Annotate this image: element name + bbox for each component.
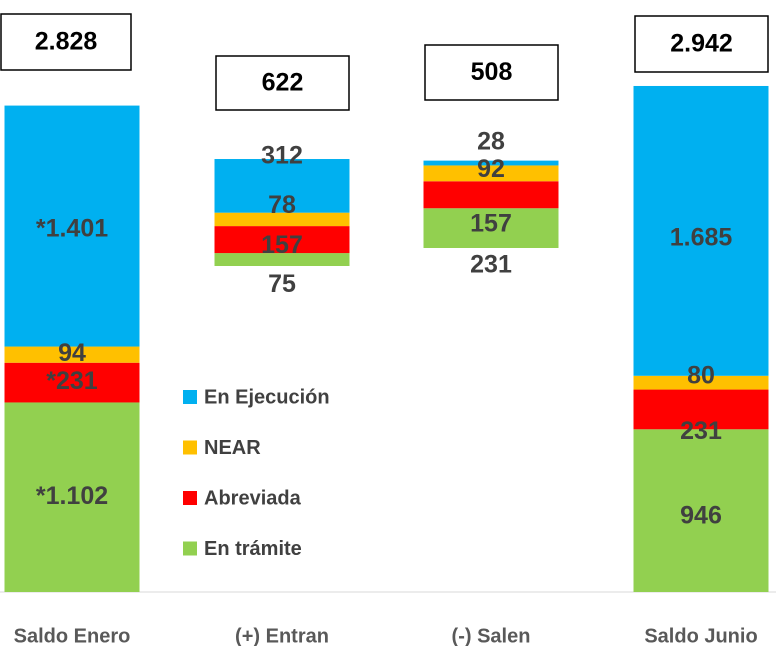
bar-segment: [4, 402, 140, 592]
segment-label: 231: [470, 251, 512, 279]
bar-segment: [4, 362, 140, 403]
bar-segment: [214, 212, 350, 227]
total-box: [215, 55, 350, 111]
segment-label: 946: [680, 501, 722, 529]
bar-segment: [423, 208, 559, 248]
legend-swatch: [183, 390, 197, 404]
bar-segment: [423, 181, 559, 209]
total-label: 508: [471, 58, 513, 86]
legend-swatch: [183, 491, 197, 505]
bar-segment: [423, 160, 559, 166]
total-box: [0, 13, 132, 71]
total-label: 2.942: [670, 30, 733, 58]
segment-label: 92: [477, 155, 505, 183]
segment-label: 94: [58, 339, 86, 367]
category-label: (-) Salen: [452, 625, 531, 646]
category-label: Saldo Junio: [644, 625, 757, 646]
legend-swatch: [183, 541, 197, 556]
bar-segment: [214, 159, 350, 213]
total-box: [424, 44, 559, 101]
segment-label: 78: [268, 191, 296, 219]
category-label: Saldo Enero: [14, 625, 131, 646]
total-box: [634, 15, 769, 73]
legend-label: En Ejecución: [204, 386, 330, 408]
total-label: 2.828: [35, 28, 98, 56]
segment-label: 1.685: [670, 223, 733, 251]
bar-segment: [633, 85, 769, 376]
segment-label: 80: [687, 361, 715, 389]
segment-label: 28: [477, 128, 505, 156]
segment-label: 157: [261, 231, 303, 259]
bar-segment: [633, 429, 769, 592]
legend-label: Abreviada: [204, 487, 302, 509]
total-label: 622: [262, 69, 304, 97]
bar-segment: [423, 165, 559, 182]
segment-label: 157: [470, 209, 512, 237]
bar-segment: [214, 226, 350, 254]
legend-label: En trámite: [204, 538, 302, 560]
segment-label: *1.102: [36, 482, 108, 510]
category-label: (+) Entran: [235, 625, 329, 646]
bar-segment: [214, 253, 350, 266]
segment-label: 231: [680, 417, 722, 445]
bar-segment: [633, 375, 769, 390]
legend-swatch: [183, 440, 197, 455]
bar-segment: [633, 389, 769, 430]
segment-label: *1.401: [36, 215, 108, 243]
bar-segment: [4, 346, 140, 363]
segment-label: 75: [268, 270, 296, 298]
bar-segment: [4, 105, 140, 347]
legend-label: NEAR: [204, 437, 261, 459]
segment-label: 312: [261, 141, 303, 169]
segment-label: *231: [46, 367, 98, 395]
